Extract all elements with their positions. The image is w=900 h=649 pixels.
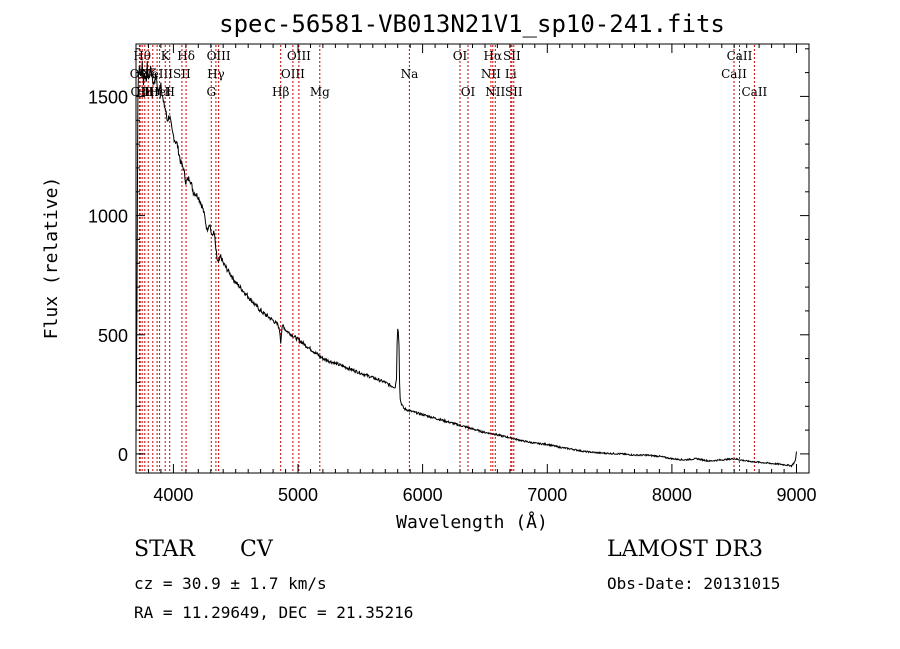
x-tick-label: 9000 bbox=[776, 485, 816, 505]
line-label-17: OIII bbox=[287, 49, 311, 63]
y-tick-label: 500 bbox=[98, 326, 128, 346]
redshift-cz: cz = 30.9 ± 1.7 km/s bbox=[134, 574, 327, 593]
line-label-26: SII bbox=[503, 49, 521, 63]
line-label-20: OI bbox=[453, 49, 468, 63]
y-tick-label: 1500 bbox=[88, 87, 128, 107]
chart-title: spec-56581-VB013N21V1_sp10-241.fits bbox=[219, 10, 725, 38]
line-label-24: NII bbox=[485, 85, 505, 99]
line-label-10: SII bbox=[173, 67, 191, 81]
line-label-23: Hα bbox=[484, 49, 503, 63]
x-axis-label: Wavelength (Å) bbox=[396, 511, 548, 533]
line-label-18: Mg bbox=[310, 85, 330, 99]
line-label-15: Hβ bbox=[272, 85, 289, 99]
spectral-line-markers: OIIOIIHθHηHζHηNeIIIHeIKHSIIHδGHγOIIIHβOI… bbox=[130, 45, 768, 472]
line-label-21: OI bbox=[461, 85, 476, 99]
line-label-16: OIII bbox=[281, 67, 305, 81]
line-label-14: OIII bbox=[207, 49, 231, 63]
line-label-7: HeI bbox=[148, 85, 171, 99]
line-label-27: SII bbox=[505, 85, 523, 99]
line-label-30: CaII bbox=[741, 85, 767, 99]
observation-date: Obs-Date: 20131015 bbox=[607, 574, 781, 593]
line-label-8: K bbox=[161, 49, 171, 63]
y-axis-label: Flux (relative) bbox=[41, 177, 62, 340]
line-label-2: Hθ bbox=[133, 49, 151, 63]
object-class: STAR bbox=[134, 537, 195, 562]
plot-frame bbox=[135, 43, 810, 474]
y-tick-label: 0 bbox=[118, 445, 128, 465]
line-label-28: CaII bbox=[721, 67, 747, 81]
y-axis-ticks: 0 500 1000 1500 bbox=[88, 48, 809, 465]
line-label-3: Hη bbox=[136, 85, 154, 99]
line-label-19: Na bbox=[401, 67, 419, 81]
x-tick-label: 7000 bbox=[527, 485, 567, 505]
line-label-29: CaII bbox=[727, 49, 753, 63]
series-line-0 bbox=[135, 60, 797, 468]
x-axis-ticks: 4000 5000 6000 7000 8000 9000 bbox=[135, 44, 817, 505]
x-tick-label: 4000 bbox=[153, 485, 193, 505]
line-label-13: Hγ bbox=[207, 67, 225, 81]
line-label-25: Li bbox=[505, 67, 517, 81]
line-label-11: Hδ bbox=[177, 49, 195, 63]
y-tick-label: 1000 bbox=[88, 207, 128, 227]
line-label-12: G bbox=[207, 85, 217, 99]
coordinates: RA = 11.29649, DEC = 21.35216 bbox=[134, 603, 414, 622]
line-label-1: OII bbox=[131, 85, 151, 99]
survey-name: LAMOST DR3 bbox=[607, 537, 763, 562]
x-tick-label: 8000 bbox=[652, 485, 692, 505]
x-tick-label: 6000 bbox=[403, 485, 443, 505]
line-label-22: NII bbox=[481, 67, 501, 81]
x-tick-label: 5000 bbox=[278, 485, 318, 505]
series-group bbox=[135, 60, 797, 468]
line-label-9: H bbox=[164, 85, 174, 99]
object-subclass: CV bbox=[240, 537, 273, 562]
